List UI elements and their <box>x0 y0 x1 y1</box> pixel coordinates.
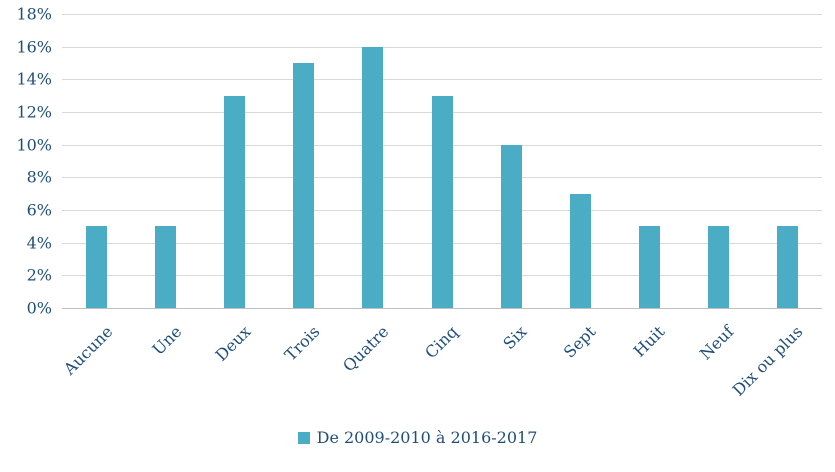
gridline <box>62 46 822 48</box>
bar-dix-ou-plus <box>776 226 798 308</box>
y-tick-label: 18% <box>16 4 52 24</box>
y-tick-label: 6% <box>26 200 52 220</box>
y-tick-label: 0% <box>26 298 52 318</box>
bar-neuf <box>707 226 729 308</box>
y-tick-label: 2% <box>26 265 52 285</box>
legend-label: De 2009-2010 à 2016-2017 <box>316 428 538 447</box>
gridline <box>62 308 822 309</box>
y-tick-label: 14% <box>16 69 52 89</box>
bar-aucune <box>86 226 108 308</box>
y-axis: 0% 2% 4% 6% 8% 10% 12% 14% 16% 18% <box>0 5 52 318</box>
bar-deux <box>224 95 246 308</box>
y-tick-label: 10% <box>16 135 52 155</box>
bar-sept <box>569 193 591 308</box>
gridline <box>62 14 822 15</box>
bar-cinq <box>431 95 453 308</box>
legend: De 2009-2010 à 2016-2017 <box>0 428 835 447</box>
bar-quatre <box>362 46 384 308</box>
y-tick-label: 4% <box>26 233 52 253</box>
y-tick-label: 12% <box>16 102 52 122</box>
bar-huit <box>638 226 660 308</box>
legend-swatch-icon <box>297 431 310 444</box>
y-tick-label: 8% <box>26 167 52 187</box>
bar-six <box>500 144 522 308</box>
bar-trois <box>293 63 315 308</box>
bar-une <box>155 226 177 308</box>
gridline <box>62 79 822 81</box>
y-tick-label: 16% <box>16 37 52 57</box>
plot-area: Aucune Une Deux Trois Quatre Cinq Six Sept Huit N… <box>59 14 822 400</box>
